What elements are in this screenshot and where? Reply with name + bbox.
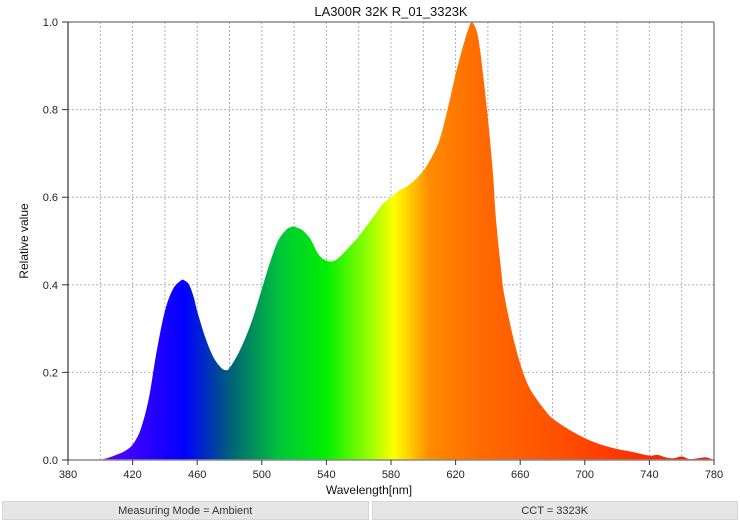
tick-labels: 380 420 460 500 540 580 620 660 700 740 780 0.0 0.2 0… bbox=[43, 17, 723, 481]
spectrum-area bbox=[100, 21, 715, 461]
x-tick-label: 740 bbox=[640, 469, 658, 481]
y-tick-label: 1.0 bbox=[43, 17, 58, 29]
x-tick-label: 580 bbox=[382, 469, 400, 481]
status-bar: Measuring Mode = Ambient CCT = 3323K bbox=[2, 501, 738, 520]
x-tick-label: 380 bbox=[59, 469, 77, 481]
x-axis-label: Wavelength[nm] bbox=[326, 483, 412, 497]
x-tick-label: 700 bbox=[576, 469, 594, 481]
y-axis-label: Relative value bbox=[17, 203, 31, 279]
y-tick-label: 0.8 bbox=[43, 105, 58, 117]
y-tick-label: 0.6 bbox=[43, 192, 58, 204]
cct-label: CCT = 3323K bbox=[371, 501, 738, 520]
x-tick-label: 500 bbox=[253, 469, 271, 481]
x-tick-label: 780 bbox=[705, 469, 723, 481]
axes bbox=[62, 21, 715, 465]
x-tick-label: 540 bbox=[317, 469, 335, 481]
x-tick-label: 660 bbox=[511, 469, 529, 481]
x-tick-label: 460 bbox=[188, 469, 206, 481]
x-tick-label: 620 bbox=[446, 469, 464, 481]
y-tick-label: 0.2 bbox=[43, 367, 58, 379]
measuring-mode-label: Measuring Mode = Ambient bbox=[2, 501, 369, 520]
spectrum-chart: LA300R 32K R_01_3323K Wavelength[nm] Rel… bbox=[17, 4, 723, 497]
y-tick-label: 0.0 bbox=[43, 455, 58, 467]
chart-title: LA300R 32K R_01_3323K bbox=[314, 4, 468, 19]
y-tick-label: 0.4 bbox=[43, 280, 58, 292]
x-tick-label: 420 bbox=[123, 469, 141, 481]
